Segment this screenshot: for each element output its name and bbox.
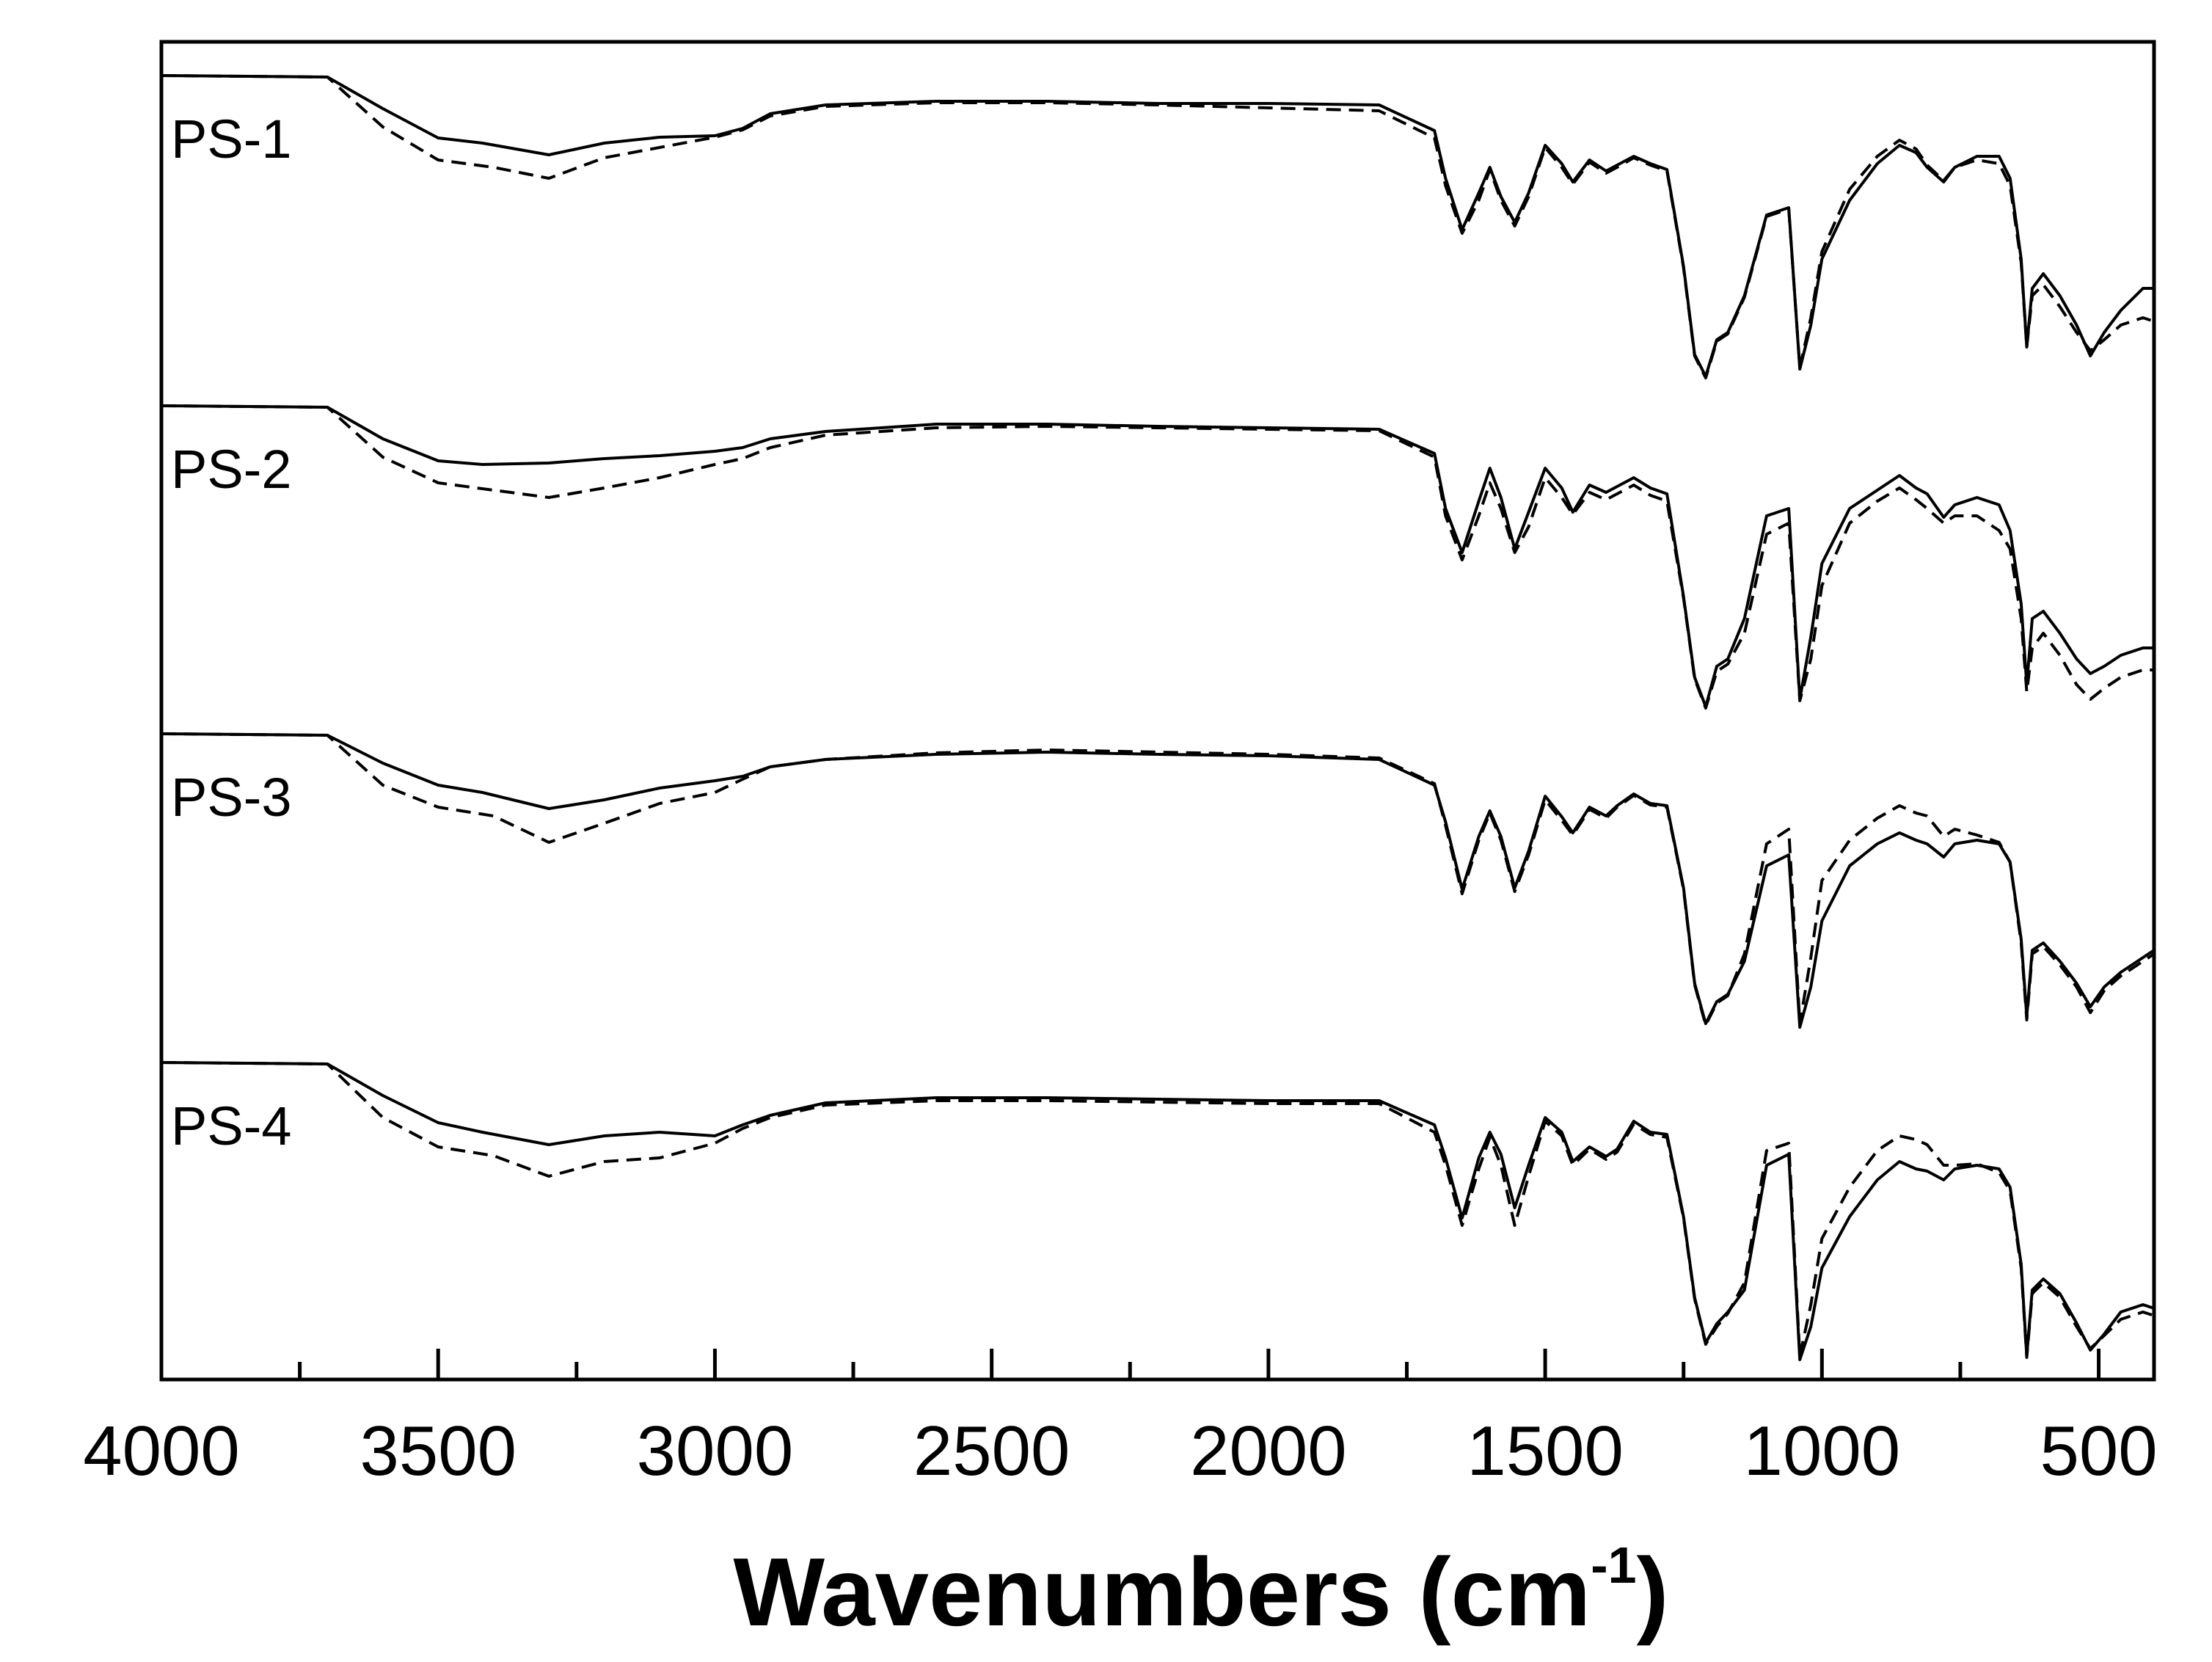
tick-label-3500: 3500 [359,1412,517,1490]
ps-2-solid-line [161,404,2154,708]
x-axis-title-main: Wavenumbers (cm [733,1538,1591,1646]
tick-label-2500: 2500 [913,1412,1070,1490]
tick-label-1000: 1000 [1744,1412,1901,1490]
tick-label-500: 500 [2040,1412,2157,1490]
sample-labels: PS-1 PS-2 PS-3 PS-4 [171,109,292,1156]
x-axis-tick-labels: 4000 3500 3000 2500 2000 1500 1000 500 [83,1412,2157,1490]
ps-1-dashed-line [161,74,2155,379]
ps-1-label: PS-1 [171,109,292,170]
plot-frame [159,40,2156,1382]
x-axis-title-close: ) [1637,1538,1669,1646]
tick-label-4000: 4000 [83,1412,240,1490]
ps-4-dashed-line [161,1061,2155,1359]
tick-label-3000: 3000 [637,1412,794,1490]
ps-4-label: PS-4 [171,1096,292,1156]
ps-3-label: PS-3 [171,767,292,828]
spectra-group [161,74,2156,1361]
ps-2-label: PS-2 [171,439,292,500]
x-axis-ticks [159,1349,2101,1379]
x-axis-title-superscript: -1 [1591,1537,1636,1594]
ps-2-dashed-line [161,404,2154,710]
ps-3-dashed-line [161,732,2156,1027]
ps-3-solid-line [161,732,2156,1029]
x-axis-title: Wavenumbers (cm-1) [733,1537,1668,1646]
tick-label-1500: 1500 [1467,1412,1624,1490]
tick-label-2000: 2000 [1190,1412,1347,1490]
